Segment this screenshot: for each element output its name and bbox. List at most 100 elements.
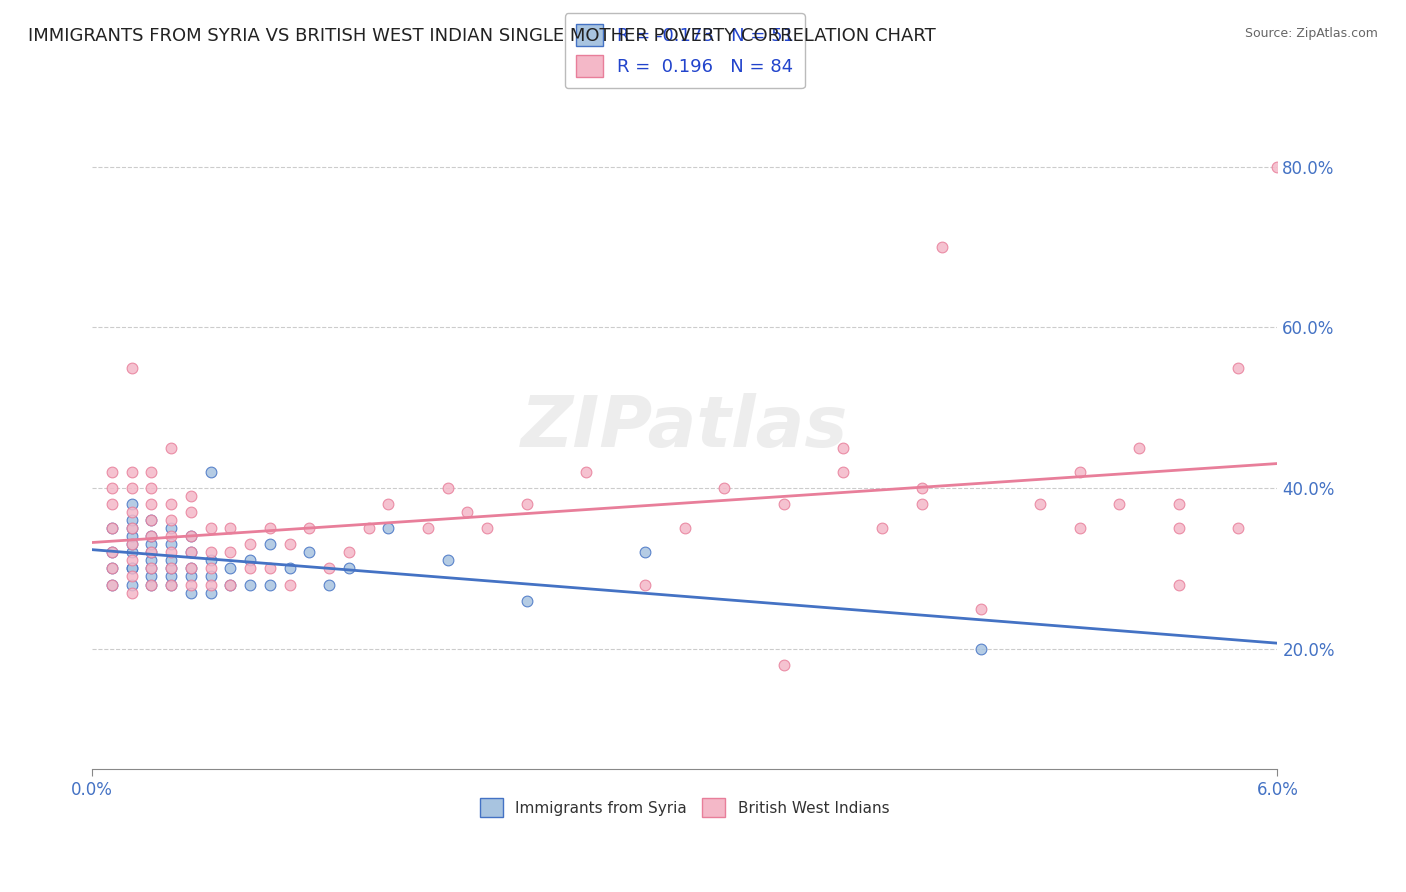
Point [121, 553, 143, 567]
Point [278, 537, 301, 551]
Point [121, 481, 143, 495]
Point [160, 441, 183, 455]
Point [121, 577, 143, 591]
Legend: Immigrants from Syria, British West Indians: Immigrants from Syria, British West Indi… [474, 792, 896, 823]
Point [160, 545, 183, 559]
Point [1267, 160, 1289, 174]
Point [101, 497, 124, 511]
Point [219, 561, 242, 575]
Point [160, 513, 183, 527]
Point [970, 601, 993, 615]
Point [200, 553, 222, 567]
Point [357, 521, 380, 535]
Point [160, 529, 183, 543]
Point [1167, 497, 1189, 511]
Point [1226, 521, 1249, 535]
Point [121, 537, 143, 551]
Point [121, 569, 143, 583]
Point [101, 545, 124, 559]
Point [180, 545, 202, 559]
Point [141, 545, 163, 559]
Point [831, 465, 853, 479]
Point [180, 489, 202, 503]
Point [772, 497, 794, 511]
Point [160, 577, 183, 591]
Point [200, 545, 222, 559]
Point [259, 521, 281, 535]
Point [239, 537, 262, 551]
Point [121, 561, 143, 575]
Point [298, 545, 321, 559]
Point [121, 505, 143, 519]
Point [141, 553, 163, 567]
Point [1167, 577, 1189, 591]
Point [160, 561, 183, 575]
Point [101, 481, 124, 495]
Point [180, 585, 202, 599]
Point [141, 537, 163, 551]
Point [377, 521, 399, 535]
Point [141, 545, 163, 559]
Point [634, 545, 657, 559]
Point [259, 537, 281, 551]
Point [200, 521, 222, 535]
Point [121, 529, 143, 543]
Point [337, 561, 360, 575]
Point [713, 481, 735, 495]
Point [160, 553, 183, 567]
Point [416, 521, 439, 535]
Point [160, 521, 183, 535]
Point [101, 465, 124, 479]
Point [200, 577, 222, 591]
Point [141, 561, 163, 575]
Point [673, 521, 696, 535]
Point [436, 481, 458, 495]
Point [121, 360, 143, 375]
Point [180, 569, 202, 583]
Point [516, 497, 538, 511]
Point [239, 553, 262, 567]
Point [634, 577, 657, 591]
Point [121, 513, 143, 527]
Point [141, 561, 163, 575]
Point [121, 521, 143, 535]
Point [278, 561, 301, 575]
Point [575, 465, 598, 479]
Point [1108, 497, 1130, 511]
Point [141, 513, 163, 527]
Point [298, 521, 321, 535]
Point [141, 577, 163, 591]
Point [200, 569, 222, 583]
Point [180, 505, 202, 519]
Text: ZIPatlas: ZIPatlas [522, 393, 848, 462]
Point [101, 545, 124, 559]
Point [141, 529, 163, 543]
Point [121, 585, 143, 599]
Text: IMMIGRANTS FROM SYRIA VS BRITISH WEST INDIAN SINGLE MOTHER POVERTY CORRELATION C: IMMIGRANTS FROM SYRIA VS BRITISH WEST IN… [28, 27, 936, 45]
Point [200, 585, 222, 599]
Point [318, 577, 340, 591]
Point [180, 545, 202, 559]
Point [101, 521, 124, 535]
Point [121, 521, 143, 535]
Point [1069, 521, 1091, 535]
Point [239, 577, 262, 591]
Point [121, 561, 143, 575]
Point [278, 577, 301, 591]
Point [337, 545, 360, 559]
Point [101, 577, 124, 591]
Point [180, 529, 202, 543]
Point [931, 240, 953, 254]
Point [318, 561, 340, 575]
Point [219, 521, 242, 535]
Point [772, 657, 794, 672]
Point [160, 577, 183, 591]
Point [141, 569, 163, 583]
Point [180, 561, 202, 575]
Point [831, 441, 853, 455]
Point [872, 521, 894, 535]
Point [239, 561, 262, 575]
Point [219, 577, 242, 591]
Point [477, 521, 499, 535]
Point [1167, 521, 1189, 535]
